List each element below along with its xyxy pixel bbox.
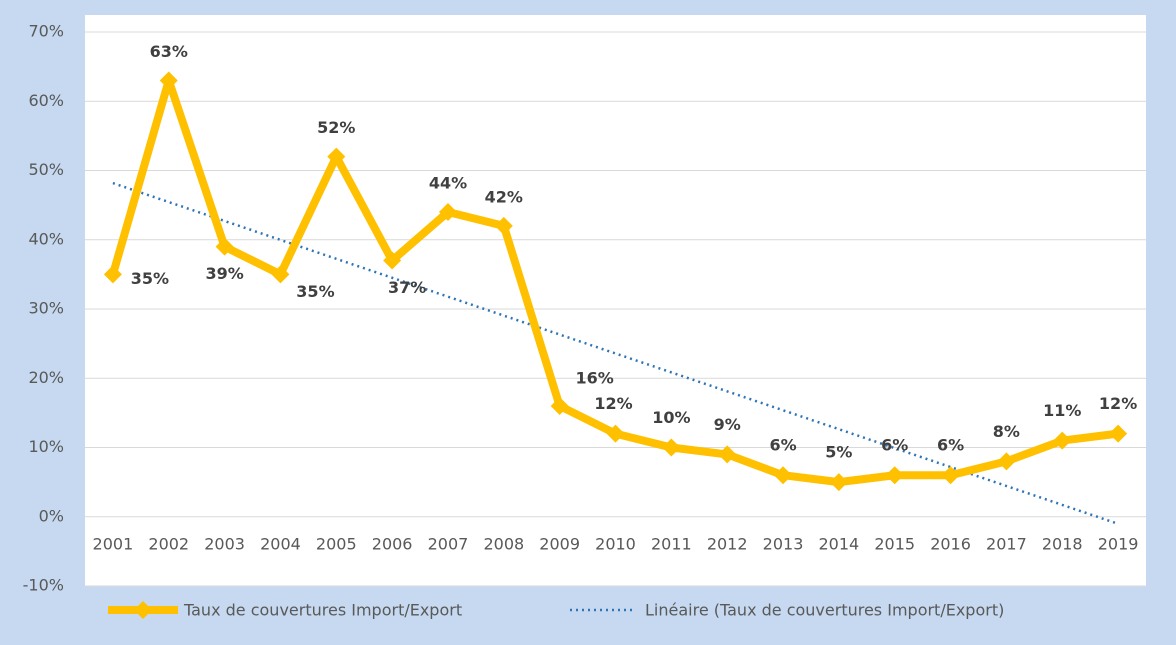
marker bbox=[103, 265, 122, 284]
data-label: 9% bbox=[714, 415, 741, 434]
y-tick-label: 60% bbox=[28, 91, 64, 110]
y-tick-label: 40% bbox=[28, 229, 64, 248]
plot-area bbox=[85, 15, 1146, 586]
marker bbox=[1109, 424, 1128, 443]
y-tick-label: 0% bbox=[39, 506, 64, 525]
legend-marker bbox=[134, 601, 152, 619]
marker bbox=[997, 452, 1016, 471]
x-tick-label: 2012 bbox=[707, 535, 748, 554]
x-tick-label: 2016 bbox=[930, 535, 971, 554]
x-tick-label: 2009 bbox=[539, 535, 580, 554]
marker bbox=[885, 466, 904, 485]
y-tick-label: 70% bbox=[28, 22, 64, 41]
x-tick-label: 2007 bbox=[428, 535, 469, 554]
marker bbox=[271, 265, 290, 284]
y-tick-label: 30% bbox=[28, 299, 64, 318]
x-tick-label: 2019 bbox=[1098, 535, 1139, 554]
x-tick-label: 2002 bbox=[148, 535, 189, 554]
data-label: 10% bbox=[652, 408, 690, 427]
data-label: 6% bbox=[769, 436, 796, 455]
x-tick-label: 2018 bbox=[1042, 535, 1083, 554]
data-label: 52% bbox=[317, 118, 355, 137]
marker bbox=[1053, 431, 1072, 450]
legend-label: Taux de couvertures Import/Export bbox=[183, 601, 462, 620]
marker bbox=[215, 237, 234, 256]
data-label: 44% bbox=[429, 174, 467, 193]
data-label: 35% bbox=[131, 269, 169, 288]
x-tick-label: 2014 bbox=[819, 535, 860, 554]
marker bbox=[438, 203, 457, 222]
x-tick-label: 2010 bbox=[595, 535, 636, 554]
data-label: 6% bbox=[881, 436, 908, 455]
data-label: 5% bbox=[825, 443, 852, 462]
marker bbox=[774, 466, 793, 485]
x-tick-label: 2013 bbox=[763, 535, 804, 554]
x-tick-label: 2015 bbox=[874, 535, 915, 554]
marker bbox=[718, 445, 737, 464]
marker bbox=[606, 424, 625, 443]
marker bbox=[383, 251, 402, 270]
x-tick-label: 2011 bbox=[651, 535, 692, 554]
marker bbox=[550, 396, 569, 415]
y-tick-label: 10% bbox=[28, 437, 64, 456]
x-tick-label: 2004 bbox=[260, 535, 301, 554]
data-label: 11% bbox=[1043, 401, 1081, 420]
marker bbox=[662, 438, 681, 457]
marker bbox=[829, 473, 848, 492]
x-tick-label: 2003 bbox=[204, 535, 245, 554]
data-label: 35% bbox=[296, 282, 334, 301]
marker bbox=[494, 216, 513, 235]
data-label: 6% bbox=[937, 436, 964, 455]
data-label: 8% bbox=[993, 422, 1020, 441]
x-tick-label: 2005 bbox=[316, 535, 357, 554]
legend-label: Linéaire (Taux de couvertures Import/Exp… bbox=[645, 601, 1004, 620]
data-label: 16% bbox=[576, 368, 614, 387]
marker bbox=[941, 466, 960, 485]
data-label: 39% bbox=[205, 264, 243, 283]
data-label: 63% bbox=[150, 42, 188, 61]
marker bbox=[327, 147, 346, 166]
data-label: 42% bbox=[485, 187, 523, 206]
x-tick-label: 2008 bbox=[483, 535, 524, 554]
data-label: 12% bbox=[594, 394, 632, 413]
x-tick-label: 2006 bbox=[372, 535, 413, 554]
x-tick-label: 2001 bbox=[93, 535, 134, 554]
marker bbox=[159, 71, 178, 90]
y-tick-label: 50% bbox=[28, 160, 64, 179]
data-label: 37% bbox=[388, 278, 426, 297]
x-tick-label: 2017 bbox=[986, 535, 1027, 554]
y-tick-label: 20% bbox=[28, 368, 64, 387]
y-tick-label: -10% bbox=[23, 576, 64, 595]
data-label: 12% bbox=[1099, 394, 1137, 413]
